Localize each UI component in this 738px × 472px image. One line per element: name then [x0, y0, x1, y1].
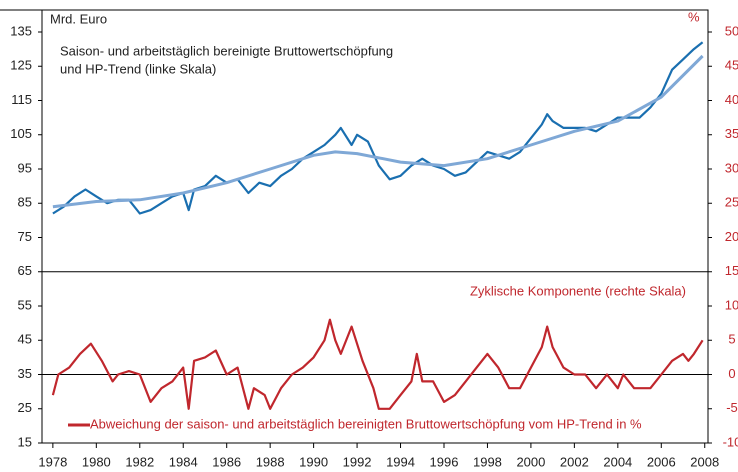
y2-tick-label: 30	[725, 160, 738, 175]
x-tick-label: 1986	[212, 454, 241, 469]
x-tick-label: 1980	[82, 454, 111, 469]
y2-tick-label: 20	[725, 229, 738, 244]
x-tick-label: 1994	[386, 454, 415, 469]
y-tick-label: 75	[18, 229, 32, 244]
y-tick-label: 125	[10, 58, 32, 73]
x-tick-label: 2004	[603, 454, 632, 469]
y-tick-label: 55	[18, 297, 32, 312]
y-tick-label: 105	[10, 126, 32, 141]
y2-tick-label: 45	[725, 58, 738, 73]
y-tick-label: 95	[18, 160, 32, 175]
y-tick-label: 65	[18, 263, 32, 278]
y-tick-label: 45	[18, 332, 32, 347]
x-tick-label: 1984	[169, 454, 198, 469]
y2-tick-label: 5	[728, 332, 735, 347]
y-tick-label: 25	[18, 400, 32, 415]
x-tick-label: 2006	[647, 454, 676, 469]
x-tick-label: 1982	[125, 454, 154, 469]
y-tick-label: 35	[18, 366, 32, 381]
y2-tick-label: 35	[725, 126, 738, 141]
x-tick-label: 1992	[343, 454, 372, 469]
data-line	[52, 41, 704, 215]
legend-label: Abweichung der saison- und arbeitstäglic…	[90, 416, 642, 431]
x-tick-label: 1998	[473, 454, 502, 469]
y2-tick-label: -10	[723, 434, 738, 449]
annotation: Zyklische Komponente (rechte Skala)	[470, 283, 686, 298]
x-tick-label: 1996	[430, 454, 459, 469]
y2-axis-label: %	[688, 9, 700, 24]
x-tick-label: 2002	[560, 454, 589, 469]
x-tick-label: 2000	[516, 454, 545, 469]
y2-tick-label: -5	[726, 400, 738, 415]
y-tick-label: 115	[11, 92, 32, 107]
annotation: und HP-Trend (linke Skala)	[60, 61, 216, 76]
x-tick-label: 1990	[299, 454, 328, 469]
plot-frame	[41, 9, 709, 444]
x-tick-label: 1978	[38, 454, 67, 469]
y-axis-label: Mrd. Euro	[50, 11, 107, 26]
y-tick-label: 135	[10, 23, 32, 38]
y-tick-label: 85	[18, 195, 32, 210]
data-line	[51, 318, 704, 410]
x-tick-label: 1988	[256, 454, 285, 469]
annotation: Saison- und arbeitstäglich bereinigte Br…	[60, 43, 393, 58]
y2-tick-label: 0	[728, 366, 735, 381]
y-tick-label: 15	[18, 434, 32, 449]
y2-tick-label: 50	[725, 23, 738, 38]
y2-tick-label: 25	[725, 195, 738, 210]
y2-tick-label: 40	[725, 92, 738, 107]
y2-tick-label: 10	[725, 297, 738, 312]
y2-tick-label: 15	[725, 263, 738, 278]
x-tick-label: 2008	[690, 454, 719, 469]
data-line	[52, 54, 704, 209]
